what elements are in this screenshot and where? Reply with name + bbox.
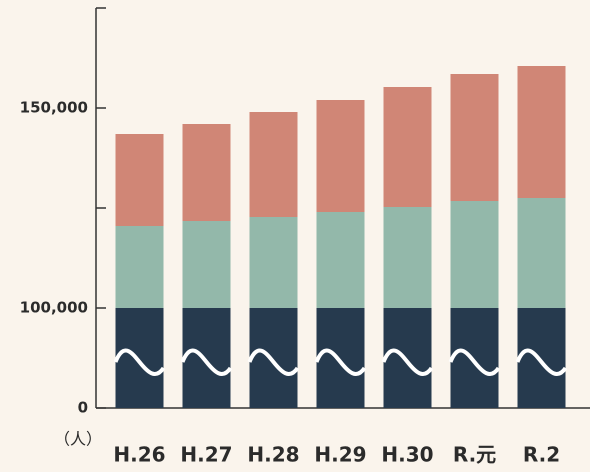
bar-segment: [249, 112, 298, 217]
axis-break-wave: [247, 348, 300, 376]
axis-break-wave: [314, 348, 367, 376]
bar-segment: [517, 66, 566, 198]
axis-break-wave: [448, 348, 501, 376]
x-tick-label: H.27: [180, 443, 232, 467]
axis-break-wave: [180, 348, 233, 376]
bar-segment: [115, 308, 164, 408]
bar-segment: [316, 100, 365, 212]
bar-segment: [182, 221, 231, 308]
bar-segment: [450, 74, 499, 201]
bar-segment: [316, 212, 365, 308]
axis-break-wave: [113, 348, 166, 376]
bar-segment: [249, 217, 298, 308]
axis-break-wave: [515, 348, 568, 376]
bar-segment: [517, 308, 566, 408]
bar-segment: [182, 124, 231, 221]
x-tick-label: H.28: [247, 443, 299, 467]
x-tick-label: R.元: [453, 443, 496, 467]
bar-segment: [517, 198, 566, 308]
bar-segment: [383, 87, 432, 207]
bar-segment: [115, 226, 164, 308]
y-tick-label: 100,000: [20, 299, 88, 317]
x-tick-label: H.26: [113, 443, 165, 467]
bar-segment: [316, 308, 365, 408]
bar-segment: [249, 308, 298, 408]
y-tick-label: 150,000: [20, 99, 88, 117]
bar-segment: [182, 308, 231, 408]
bar-segment: [450, 308, 499, 408]
axis-break-wave: [381, 348, 434, 376]
bar-segment: [383, 207, 432, 308]
x-tick-label: H.29: [314, 443, 366, 467]
bar-segment: [450, 201, 499, 308]
bar-segment: [115, 134, 164, 226]
x-tick-label: R.2: [523, 443, 560, 467]
y-axis-label: （人）: [54, 430, 102, 449]
y-tick-label: 0: [78, 399, 88, 417]
x-tick-label: H.30: [381, 443, 433, 467]
bar-segment: [383, 308, 432, 408]
